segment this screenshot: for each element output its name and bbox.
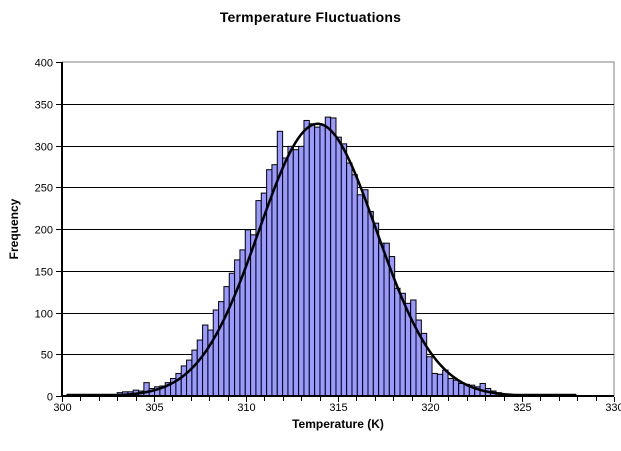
histogram-bar — [340, 143, 348, 397]
histogram-bar — [324, 116, 332, 397]
x-tick-label: 300 — [53, 402, 71, 414]
histogram-bar — [202, 324, 209, 397]
x-tick-label: 310 — [237, 402, 255, 414]
y-tick-label: 50 — [41, 350, 53, 362]
histogram-bar — [351, 174, 358, 397]
y-tick-label: 150 — [35, 267, 53, 279]
histogram-bar — [287, 145, 294, 397]
x-tick-label: 330 — [605, 402, 621, 414]
histogram-bar — [458, 382, 465, 397]
histogram-bar — [399, 292, 406, 397]
histogram-bar — [452, 379, 460, 397]
histogram-bar — [218, 301, 225, 397]
histogram-bar — [308, 123, 316, 397]
gaussian-fit-curve — [66, 122, 577, 397]
histogram-bar — [356, 194, 364, 397]
histogram-bar — [330, 117, 337, 397]
histogram-bar — [303, 119, 310, 397]
y-tick-label: 250 — [35, 183, 53, 195]
histogram-bar — [335, 136, 342, 397]
histogram-bar — [196, 339, 204, 397]
y-tick-label: 200 — [35, 225, 53, 237]
histogram-bar — [314, 126, 321, 397]
histogram-bar — [282, 157, 289, 397]
histogram-bar — [191, 349, 198, 397]
y-tick-label: 300 — [35, 142, 53, 154]
histogram-bar — [447, 377, 454, 397]
histogram-bar — [223, 286, 230, 397]
histogram-bar — [442, 369, 449, 397]
x-tick-label: 315 — [329, 402, 347, 414]
histogram-bar — [362, 189, 369, 397]
histogram-bar — [271, 164, 278, 397]
histogram-bar — [143, 382, 150, 397]
histogram-bar — [410, 299, 417, 397]
y-tick-label: 0 — [47, 392, 53, 404]
histogram-bar — [186, 359, 193, 397]
histogram-bar — [298, 145, 305, 397]
histogram-bar — [234, 259, 241, 397]
histogram-bar — [346, 162, 353, 397]
histogram-bar — [367, 210, 374, 397]
y-tick-label: 100 — [35, 309, 53, 321]
histogram-bar — [436, 373, 444, 397]
x-tick-label: 325 — [513, 402, 531, 414]
histogram-bar — [292, 149, 300, 397]
histogram-bar — [228, 272, 236, 397]
y-tick-label: 400 — [35, 58, 53, 70]
x-axis-title: Temperature (K) — [292, 417, 384, 431]
y-axis-title: Frequency — [7, 198, 21, 260]
x-tick-label: 305 — [145, 402, 163, 414]
x-tick-label: 320 — [421, 402, 439, 414]
histogram-bar — [431, 372, 438, 397]
histogram-bar — [212, 309, 220, 397]
histogram-bar — [180, 365, 188, 397]
histogram-bar — [426, 356, 433, 397]
histogram-bar — [378, 242, 385, 397]
histogram-bar — [250, 234, 257, 397]
histogram-bar — [319, 124, 326, 397]
chart-title: Termperature Fluctuations — [219, 9, 402, 25]
histogram-bar — [394, 287, 401, 397]
histogram-bar — [372, 222, 380, 397]
y-tick-label: 350 — [35, 100, 53, 112]
